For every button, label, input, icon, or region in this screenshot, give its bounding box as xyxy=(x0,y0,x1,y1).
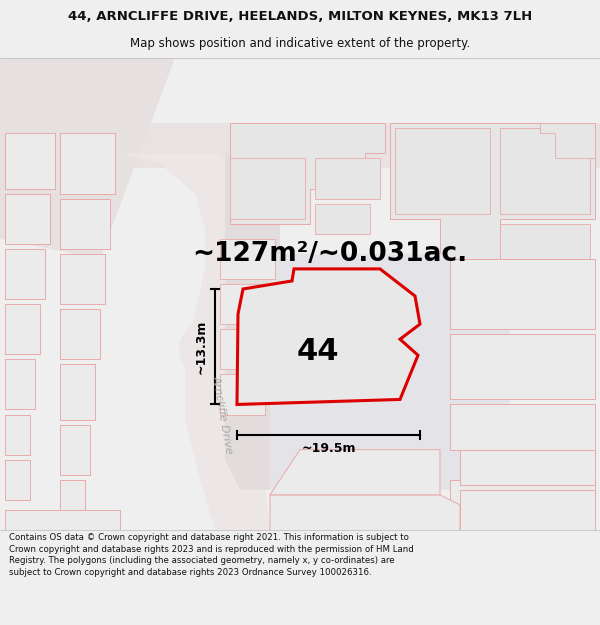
Polygon shape xyxy=(460,490,595,535)
Polygon shape xyxy=(225,153,290,490)
Polygon shape xyxy=(315,158,380,199)
Polygon shape xyxy=(390,123,595,259)
Text: Contains OS data © Crown copyright and database right 2021. This information is : Contains OS data © Crown copyright and d… xyxy=(9,533,414,578)
Polygon shape xyxy=(179,321,235,378)
Polygon shape xyxy=(220,329,270,369)
Text: Map shows position and indicative extent of the property.: Map shows position and indicative extent… xyxy=(130,37,470,50)
Polygon shape xyxy=(0,123,600,169)
Polygon shape xyxy=(60,199,110,249)
Polygon shape xyxy=(220,239,275,279)
Text: ~19.5m: ~19.5m xyxy=(301,442,356,455)
Polygon shape xyxy=(5,414,30,454)
Polygon shape xyxy=(450,259,595,329)
Polygon shape xyxy=(5,359,35,409)
Polygon shape xyxy=(450,334,595,399)
Polygon shape xyxy=(5,249,45,299)
Polygon shape xyxy=(230,158,305,219)
Text: 44: 44 xyxy=(297,337,339,366)
Polygon shape xyxy=(220,374,265,414)
Polygon shape xyxy=(270,254,510,490)
Polygon shape xyxy=(220,284,275,324)
Text: 44, ARNCLIFFE DRIVE, HEELANDS, MILTON KEYNES, MK13 7LH: 44, ARNCLIFFE DRIVE, HEELANDS, MILTON KE… xyxy=(68,10,532,22)
Polygon shape xyxy=(500,128,590,214)
Polygon shape xyxy=(60,254,105,304)
Polygon shape xyxy=(237,269,420,404)
Polygon shape xyxy=(315,204,370,234)
Polygon shape xyxy=(270,449,440,495)
Polygon shape xyxy=(5,510,120,535)
Polygon shape xyxy=(540,123,595,158)
Polygon shape xyxy=(5,304,40,354)
Polygon shape xyxy=(5,194,50,244)
Polygon shape xyxy=(60,480,85,515)
Text: Arncliffe Drive: Arncliffe Drive xyxy=(210,374,234,454)
Polygon shape xyxy=(230,123,385,224)
Polygon shape xyxy=(5,133,55,189)
Text: ~13.3m: ~13.3m xyxy=(194,319,208,374)
Polygon shape xyxy=(450,480,595,520)
Polygon shape xyxy=(120,153,270,530)
Polygon shape xyxy=(60,364,95,419)
Polygon shape xyxy=(60,309,100,359)
Polygon shape xyxy=(0,58,175,259)
Polygon shape xyxy=(60,424,90,475)
Polygon shape xyxy=(60,133,115,194)
Polygon shape xyxy=(450,404,595,475)
Polygon shape xyxy=(395,128,490,214)
Polygon shape xyxy=(270,495,460,535)
Polygon shape xyxy=(460,449,595,485)
Polygon shape xyxy=(490,454,550,480)
Polygon shape xyxy=(5,460,30,500)
Text: ~127m²/~0.031ac.: ~127m²/~0.031ac. xyxy=(193,241,467,267)
Polygon shape xyxy=(500,224,590,259)
